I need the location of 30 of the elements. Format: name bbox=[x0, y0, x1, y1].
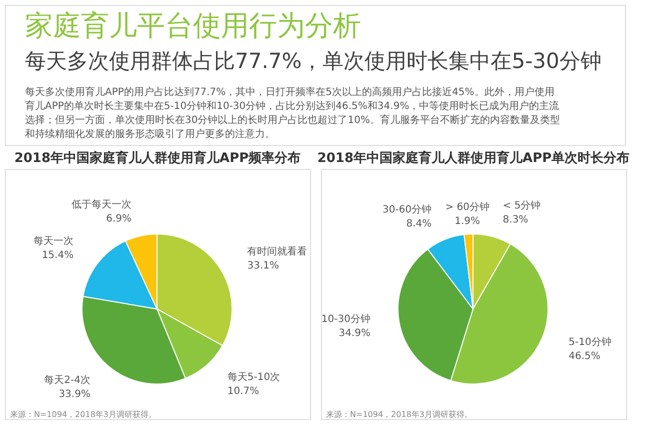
text: 每天多次使用群体占比77.7%，单次使用时长集中在5-30分钟 bbox=[25, 49, 602, 73]
data-label: 34.9% bbox=[338, 328, 370, 340]
text: 家庭育儿平台使用行为分析 bbox=[25, 9, 361, 42]
data-label: 1.9% bbox=[454, 216, 480, 228]
slice-label: 有时间就看看 bbox=[247, 245, 308, 258]
text: 和持续精细化发展的服务形态吸引了用户更多的注意力。 bbox=[25, 128, 275, 140]
text: 每天多次使用育儿APP的用户占比达到77.7%，其中，日打开频率在5次以上的高频用户占比接近45%。此外，用户使用 bbox=[25, 86, 554, 98]
data-label: 46.5% bbox=[568, 351, 600, 362]
chart-title: 2018年中国家庭育儿人群使用育儿APP单次时长分布 bbox=[317, 150, 630, 166]
slice-label: 每天5-10次 bbox=[227, 370, 280, 383]
slice-label: 低于每天一次 bbox=[71, 198, 132, 210]
slice-label: < 5分钟 bbox=[502, 199, 541, 212]
source-note: 来源：N=1094，2018年3月调研获得。 bbox=[326, 410, 472, 419]
data-label: 6.9% bbox=[106, 213, 132, 224]
slice-label: > 60分钟 bbox=[445, 201, 490, 214]
data-label: 10.7% bbox=[227, 386, 260, 397]
slice-label: 每天2-4次 bbox=[44, 374, 90, 386]
slice-label: 每天一次 bbox=[34, 235, 74, 248]
data-label: 33.9% bbox=[58, 389, 90, 400]
data-label: 8.4% bbox=[406, 218, 432, 230]
data-label: 15.4% bbox=[42, 250, 74, 262]
slice-label: 5-10分钟 bbox=[568, 336, 612, 348]
text: 育儿APP的单次时长主要集中在5-10分钟和10-30分钟，占比分别达到46.5%和34.9%，中等使用时长已成为用户的主流 bbox=[25, 100, 560, 112]
text: 选择；但另一方面，单次使用时长在30分钟以上的长时用户占比也超过了10%。育儿服务平台不断扩充的内容数量及类型 bbox=[25, 114, 560, 126]
data-label: 8.3% bbox=[502, 214, 528, 226]
chart-title: 2018年中国家庭育儿人群使用育儿APP频率分布 bbox=[14, 150, 301, 166]
source-note: 来源：N=1094，2018年3月调研获得。 bbox=[10, 410, 156, 419]
slice-label: 10-30分钟 bbox=[321, 313, 370, 326]
data-label: 33.1% bbox=[247, 260, 280, 272]
slice-label: 30-60分钟 bbox=[382, 203, 432, 216]
